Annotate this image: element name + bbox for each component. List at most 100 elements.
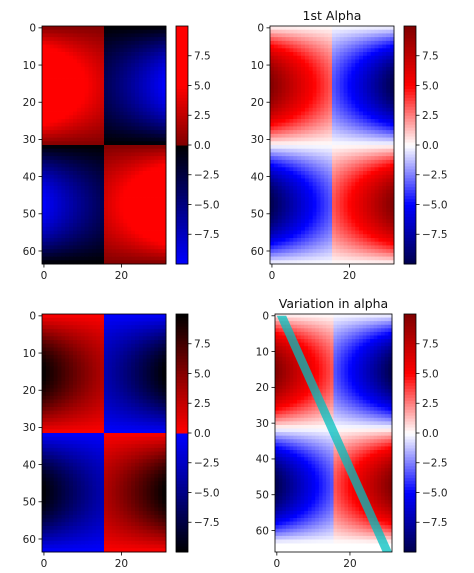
heatmap-cell <box>61 174 66 179</box>
heatmap-cell <box>386 237 391 243</box>
heatmap-cell <box>131 55 136 60</box>
heatmap-cell <box>123 358 128 363</box>
heatmap-cell <box>69 48 74 53</box>
heatmap-cell <box>363 249 368 254</box>
heatmap-cell <box>335 44 341 49</box>
heatmap-cell <box>332 245 337 250</box>
heatmap-cell <box>281 237 286 243</box>
heatmap-cell <box>162 234 167 239</box>
heatmap-cell <box>297 40 302 45</box>
heatmap-cell <box>138 328 144 333</box>
heatmap-cell <box>142 200 148 205</box>
heatmap-cell <box>104 185 109 191</box>
heatmap-cell <box>158 208 163 213</box>
heatmap-cell <box>162 29 167 34</box>
heatmap-cell <box>127 230 132 235</box>
heatmap-cell <box>308 70 314 75</box>
heatmap-cell <box>382 59 387 64</box>
heatmap-cell <box>127 29 132 34</box>
heatmap-cell <box>347 130 352 135</box>
heatmap-cell <box>366 148 372 153</box>
y-tick-label: 30 <box>251 134 264 146</box>
heatmap-cell <box>273 118 279 124</box>
heatmap-cell <box>328 226 333 231</box>
heatmap-cell <box>138 126 144 131</box>
heatmap-cell <box>42 63 47 68</box>
heatmap-cell <box>104 104 109 109</box>
heatmap-cell <box>355 89 360 94</box>
heatmap-cell <box>297 115 302 120</box>
heatmap-cell <box>301 256 306 261</box>
heatmap-cell <box>73 369 78 374</box>
heatmap-cell <box>115 362 120 367</box>
heatmap-cell <box>382 211 387 217</box>
heatmap-cell <box>320 26 325 31</box>
heatmap-cell <box>390 92 395 98</box>
heatmap-cell <box>154 197 159 202</box>
heatmap-cell <box>111 59 117 64</box>
heatmap-cell <box>96 260 101 265</box>
heatmap-cell <box>390 200 395 205</box>
heatmap-cell <box>355 211 360 217</box>
heatmap-cell <box>312 208 317 213</box>
heatmap-cell <box>146 141 151 146</box>
heatmap-cell <box>363 122 368 127</box>
heatmap-cell <box>359 70 364 75</box>
heatmap-cell <box>100 29 105 34</box>
colorbar-segment <box>404 127 416 131</box>
heatmap-cell <box>135 55 140 60</box>
heatmap-cell <box>347 182 352 187</box>
heatmap-cell <box>119 325 124 330</box>
heatmap-cell <box>127 37 132 42</box>
heatmap-cell <box>96 145 101 150</box>
heatmap-cell <box>100 59 105 64</box>
heatmap-cell <box>69 145 74 150</box>
heatmap-cell <box>142 92 148 98</box>
colorbar-segment <box>176 198 188 203</box>
heatmap-cell <box>154 178 159 183</box>
heatmap-cell <box>61 33 66 38</box>
heatmap-cell <box>57 118 62 124</box>
heatmap-cell <box>359 137 364 142</box>
heatmap-cell <box>285 137 290 142</box>
heatmap-cell <box>57 29 62 34</box>
heatmap-cell <box>324 81 329 86</box>
heatmap-cell <box>332 81 337 86</box>
heatmap-cell <box>335 200 341 205</box>
heatmap-cell <box>111 219 117 224</box>
heatmap-cell <box>45 336 51 341</box>
heatmap-cell <box>111 245 117 250</box>
heatmap-cell <box>53 314 58 319</box>
heatmap-cell <box>390 163 395 168</box>
heatmap-cell <box>80 328 86 333</box>
heatmap-cell <box>297 223 302 228</box>
heatmap-cell <box>69 219 74 224</box>
heatmap-cell <box>131 249 136 254</box>
heatmap-cell <box>324 100 329 105</box>
heatmap-cell <box>138 55 144 60</box>
heatmap-cell <box>270 81 275 86</box>
heatmap-cell <box>289 260 294 265</box>
heatmap-cell <box>150 63 155 68</box>
heatmap-cell <box>100 185 105 191</box>
heatmap-cell <box>390 126 395 131</box>
heatmap-cell <box>382 256 387 261</box>
heatmap-cell <box>96 182 101 187</box>
heatmap-cell <box>61 358 66 363</box>
heatmap-cell <box>107 343 113 348</box>
heatmap-cell <box>366 152 372 157</box>
heatmap-cell <box>80 340 86 345</box>
heatmap-cell <box>57 174 62 179</box>
heatmap-cell <box>45 92 51 98</box>
heatmap-cell <box>69 226 74 231</box>
heatmap-cell <box>107 182 113 187</box>
heatmap-cell <box>285 237 290 243</box>
heatmap-cell <box>146 332 151 337</box>
heatmap-cell <box>293 219 298 224</box>
heatmap-cell <box>45 44 51 49</box>
heatmap-cell <box>115 340 120 345</box>
heatmap-cell <box>115 328 120 333</box>
heatmap-cell <box>297 130 302 135</box>
heatmap-cell <box>343 208 348 213</box>
heatmap-cell <box>324 107 329 112</box>
